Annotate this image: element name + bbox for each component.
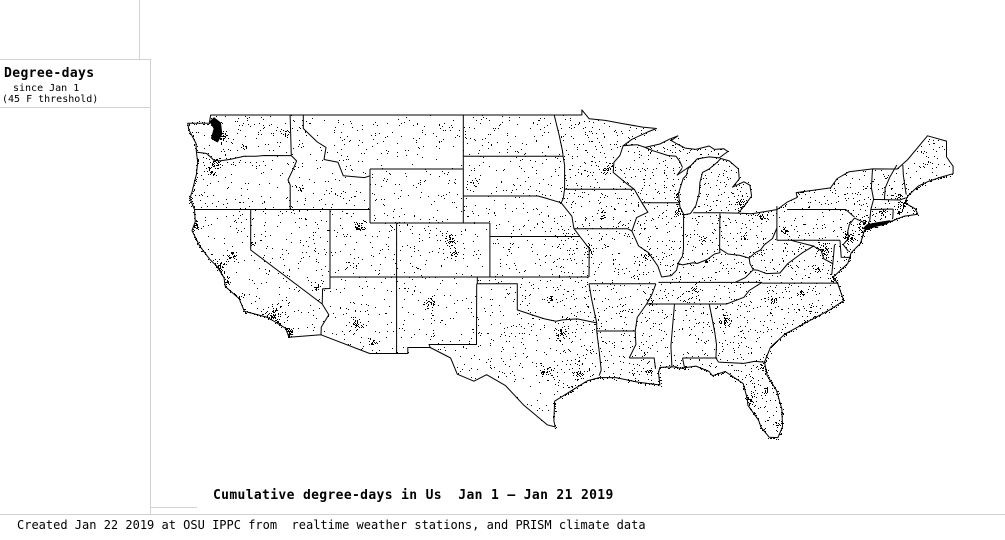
- footer-credit: Created Jan 22 2019 at OSU IPPC from rea…: [17, 518, 646, 532]
- frame-line-vertical-left: [150, 59, 151, 515]
- frame-line-bottom-tick: [151, 507, 197, 508]
- legend-subtitle-since: since Jan 1: [13, 83, 80, 94]
- legend-threshold: (45 F threshold): [2, 94, 99, 105]
- frame-line-legend-bottom: [0, 107, 151, 108]
- frame-line-vertical-top: [139, 0, 140, 59]
- map-caption: Cumulative degree-days in Us Jan 1 — Jan…: [213, 488, 614, 503]
- legend-title: Degree-days: [4, 66, 95, 81]
- frame-line-legend-top: [0, 59, 151, 60]
- footer-divider: [0, 514, 1005, 515]
